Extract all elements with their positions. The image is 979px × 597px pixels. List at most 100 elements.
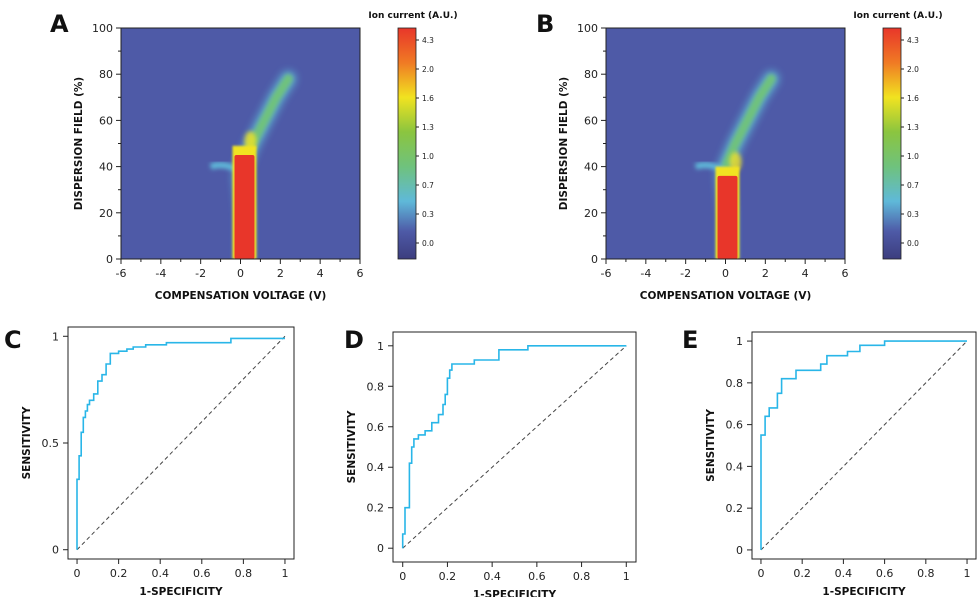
x-tick-label: 6	[842, 267, 849, 280]
x-axis-label: 1-SPECIFICITY	[822, 586, 906, 597]
y-tick-label: 0	[106, 253, 113, 266]
x-tick-label: -6	[116, 267, 127, 280]
y-tick-label: 0.4	[367, 461, 385, 474]
x-axis-label: 1-SPECIFICITY	[139, 586, 223, 597]
y-axis-label: SENSITIVITY	[21, 406, 33, 479]
y-axis-label: DISPERSION FIELD (%)	[558, 77, 570, 210]
roc-curve	[401, 345, 627, 549]
x-axis-label: 1-SPECIFICITY	[473, 589, 557, 597]
x-tick-label: 0.4	[151, 567, 169, 580]
y-tick-label: 0	[377, 542, 384, 555]
x-tick-label: 0	[399, 570, 406, 583]
panel-label: B	[536, 10, 554, 38]
y-tick-label: 0.6	[726, 419, 744, 432]
x-tick-label: 4	[317, 267, 324, 280]
y-tick-label: 0.6	[367, 421, 385, 434]
x-tick-label: -2	[195, 267, 206, 280]
x-tick-label: -2	[680, 267, 691, 280]
x-tick-label: 1	[623, 570, 630, 583]
trace-highlight	[244, 131, 257, 152]
roc-curve	[760, 340, 967, 550]
x-tick-label: 0.2	[110, 567, 128, 580]
y-tick-label: 0	[52, 544, 59, 557]
y-tick-label: 20	[99, 207, 113, 220]
roc-panel-e: E 0 0.2 0.4 0.6 0.8 1 0 0.2 0.4 0.6 0.8 1 1-SPECIFICI…	[682, 326, 977, 597]
x-tick-label: 0.2	[793, 567, 811, 580]
x-tick-label: 0	[74, 567, 81, 580]
colorbar-title: Ion current (A.U.)	[853, 11, 942, 21]
x-tick-label: 0.2	[439, 570, 457, 583]
trace-core	[717, 175, 738, 259]
colorbar-tick-label: 0.0	[907, 239, 919, 248]
panel-label: C	[4, 326, 22, 354]
colorbar-tick-label: 1.0	[907, 152, 919, 161]
y-tick-label: 20	[584, 207, 598, 220]
colorbar-title: Ion current (A.U.)	[368, 11, 457, 21]
y-tick-label: 0	[736, 544, 743, 557]
x-tick-label: -4	[640, 267, 651, 280]
x-tick-label: 0.6	[528, 570, 546, 583]
x-tick-label: 4	[802, 267, 809, 280]
x-axis-label: COMPENSATION VOLTAGE (V)	[155, 290, 327, 302]
y-tick-label: 40	[584, 161, 598, 174]
y-tick-label: 80	[99, 68, 113, 81]
trace-highlight	[729, 151, 742, 172]
x-tick-label: 0.6	[876, 567, 894, 580]
colorbar-tick-label: 1.3	[422, 123, 434, 132]
reference-diagonal	[76, 335, 286, 551]
x-tick-label: 2	[277, 267, 284, 280]
colorbar-tick-label: 4.3	[907, 36, 919, 45]
y-tick-label: 100	[92, 22, 113, 35]
heatmap-trace	[209, 70, 297, 259]
colorbar-tick-label: 0.7	[422, 181, 434, 190]
heatmap-trace	[694, 70, 780, 259]
y-axis-label: SENSITIVITY	[346, 410, 358, 483]
colorbar-tick-label: 2.0	[422, 65, 434, 74]
colorbar-tick-label: 0.0	[422, 239, 434, 248]
plot-frame	[751, 331, 977, 560]
x-tick-label: 1	[964, 567, 971, 580]
x-tick-label: 2	[762, 267, 769, 280]
y-tick-label: 0.8	[726, 377, 744, 390]
y-tick-label: 1	[52, 330, 59, 343]
x-tick-label: 0	[722, 267, 729, 280]
x-tick-label: 0.4	[835, 567, 853, 580]
y-tick-label: 0	[591, 253, 598, 266]
colorbar-tick-label: 1.6	[907, 94, 919, 103]
x-tick-label: 0	[757, 567, 764, 580]
colorbar-tick-label: 0.3	[907, 210, 919, 219]
x-tick-label: 0.6	[193, 567, 211, 580]
reference-diagonal	[402, 345, 627, 549]
y-tick-label: 1	[736, 335, 743, 348]
y-tick-label: 60	[99, 114, 113, 127]
colorbar-tick-label: 1.0	[422, 152, 434, 161]
x-axis-label: COMPENSATION VOLTAGE (V)	[640, 290, 812, 302]
y-axis-label: DISPERSION FIELD (%)	[73, 77, 85, 210]
y-tick-label: 80	[584, 68, 598, 81]
y-tick-label: 40	[99, 161, 113, 174]
panel-label: D	[344, 326, 364, 354]
reference-diagonal	[760, 340, 968, 551]
y-tick-label: 60	[584, 114, 598, 127]
trace-core	[234, 155, 255, 259]
y-tick-label: 100	[577, 22, 598, 35]
y-tick-label: 0.2	[367, 502, 385, 515]
x-tick-label: 0.8	[235, 567, 253, 580]
y-tick-label: 0.5	[42, 437, 60, 450]
x-tick-label: 6	[357, 267, 364, 280]
colorbar	[397, 27, 417, 260]
x-tick-label: -4	[155, 267, 166, 280]
panel-label: A	[50, 10, 69, 38]
y-axis-label: SENSITIVITY	[705, 409, 717, 482]
roc-panel-d: D 0 0.2 0.4 0.6 0.8 1 0 0.2 0.4 0.6 0.8 1 1-SPECIFICI…	[344, 326, 637, 597]
y-tick-label: 0.8	[367, 380, 385, 393]
x-tick-label: 0.8	[917, 567, 935, 580]
colorbar-tick-label: 0.3	[422, 210, 434, 219]
roc-panel-c: C 0 0.2 0.4 0.6 0.8 1 0 0.5 1 1-SPECIFICITY SENSITI…	[4, 326, 295, 597]
plot-frame	[392, 331, 637, 563]
colorbar-tick-label: 4.3	[422, 36, 434, 45]
colorbar-tick-label: 1.3	[907, 123, 919, 132]
